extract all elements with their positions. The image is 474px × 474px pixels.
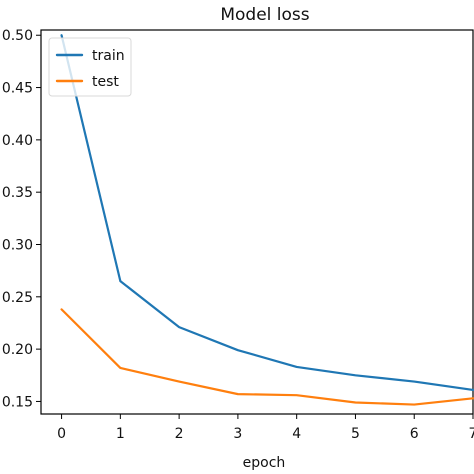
x-tick-label: 5 (351, 426, 360, 442)
x-tick-label: 7 (469, 426, 474, 442)
x-tick-label: 0 (57, 426, 66, 442)
legend-label-test: test (92, 74, 119, 90)
y-tick-label: 0.50 (2, 28, 33, 44)
y-tick-label: 0.30 (2, 237, 33, 253)
x-axis-label: epoch (243, 455, 286, 471)
y-tick-label: 0.35 (2, 185, 33, 201)
y-tick-label: 0.45 (2, 81, 33, 97)
series-line-test (60, 308, 474, 406)
x-tick-label: 4 (292, 426, 301, 442)
chart-title: Model loss (220, 5, 309, 25)
y-axis: 0.15 0.20 0.25 0.30 0.35 0.40 0.45 0.50 (2, 28, 41, 410)
plot-area (40, 29, 474, 415)
y-tick-label: 0.40 (2, 133, 33, 149)
x-tick-label: 3 (233, 426, 242, 442)
legend-label-train: train (92, 48, 125, 64)
y-tick-label: 0.25 (2, 290, 33, 306)
y-tick-label: 0.15 (2, 394, 33, 410)
series-layer (60, 34, 474, 406)
y-tick-label: 0.20 (2, 342, 33, 358)
x-axis: 0 1 2 3 4 5 6 7 (57, 414, 474, 442)
x-tick-label: 1 (116, 426, 125, 442)
x-tick-label: 2 (175, 426, 184, 442)
legend: train test (48, 37, 132, 97)
series-line-train (60, 34, 474, 392)
x-tick-label: 6 (410, 426, 419, 442)
